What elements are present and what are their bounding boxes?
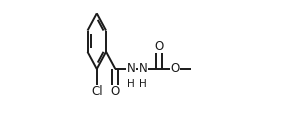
Text: O: O	[170, 63, 180, 75]
Text: O: O	[111, 85, 120, 98]
Text: N: N	[127, 63, 136, 75]
Text: N: N	[139, 63, 148, 75]
Text: O: O	[154, 40, 164, 53]
Text: H: H	[139, 79, 147, 89]
Text: H: H	[127, 79, 135, 89]
Text: Cl: Cl	[91, 85, 103, 98]
